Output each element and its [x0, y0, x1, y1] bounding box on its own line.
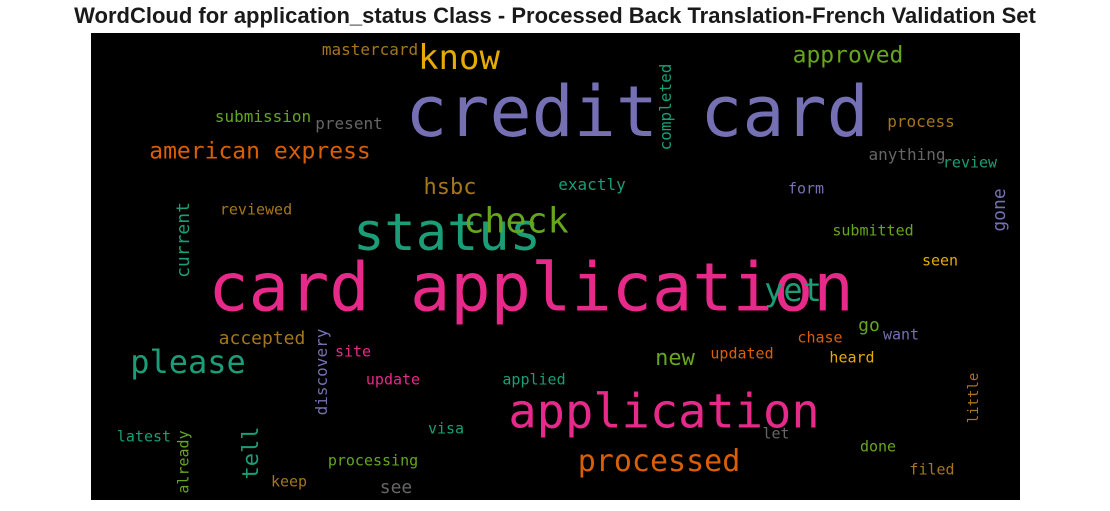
- word-new: new: [655, 346, 695, 371]
- word-status: status: [353, 203, 541, 263]
- word-already: already: [174, 430, 193, 494]
- word-reviewed: reviewed: [219, 200, 293, 219]
- word-american-express: american express: [149, 138, 371, 165]
- wordcloud-canvas: credit card card application status applica…: [91, 33, 1020, 500]
- word-mastercard: mastercard: [321, 40, 419, 59]
- word-chase: chase: [797, 328, 843, 347]
- word-little: little: [966, 372, 982, 424]
- word-keep: keep: [270, 472, 308, 491]
- word-form: form: [787, 179, 825, 198]
- word-hsbc: hsbc: [423, 175, 477, 200]
- word-credit-card: credit card: [405, 71, 869, 153]
- word-completed: completed: [656, 63, 675, 151]
- word-visa: visa: [427, 419, 465, 438]
- word-applied: applied: [502, 370, 566, 389]
- word-exactly: exactly: [558, 175, 626, 194]
- word-discovery: discovery: [312, 328, 331, 416]
- word-go: go: [858, 315, 880, 336]
- word-processing: processing: [327, 451, 419, 470]
- word-submission: submission: [214, 107, 312, 126]
- word-seen: seen: [921, 251, 959, 270]
- word-updated: updated: [710, 344, 774, 363]
- word-update: update: [365, 370, 421, 389]
- chart-title: WordCloud for application_status Class -…: [74, 3, 1036, 28]
- word-process: process: [887, 112, 955, 131]
- word-want: want: [882, 325, 920, 344]
- word-tell: tell: [239, 426, 264, 480]
- word-current: current: [173, 202, 194, 278]
- word-let: let: [762, 424, 790, 443]
- word-anything: anything: [868, 145, 946, 164]
- word-filed: filed: [909, 460, 955, 479]
- word-application: application: [508, 384, 820, 440]
- word-processed: processed: [577, 444, 741, 479]
- word-submitted: submitted: [832, 221, 914, 240]
- word-card-application: card application: [208, 248, 854, 327]
- word-see: see: [379, 477, 413, 498]
- word-accepted: accepted: [218, 328, 306, 349]
- word-approved: approved: [792, 42, 904, 69]
- word-please: please: [130, 343, 246, 381]
- word-heard: heard: [829, 348, 875, 367]
- word-yet: yet: [764, 271, 822, 309]
- word-review: review: [942, 153, 998, 172]
- word-know: know: [418, 38, 500, 78]
- word-latest: latest: [116, 427, 172, 446]
- word-done: done: [859, 437, 897, 456]
- word-check: check: [463, 201, 569, 242]
- word-site: site: [334, 342, 372, 361]
- word-present: present: [315, 114, 383, 133]
- word-gone: gone: [989, 188, 1010, 232]
